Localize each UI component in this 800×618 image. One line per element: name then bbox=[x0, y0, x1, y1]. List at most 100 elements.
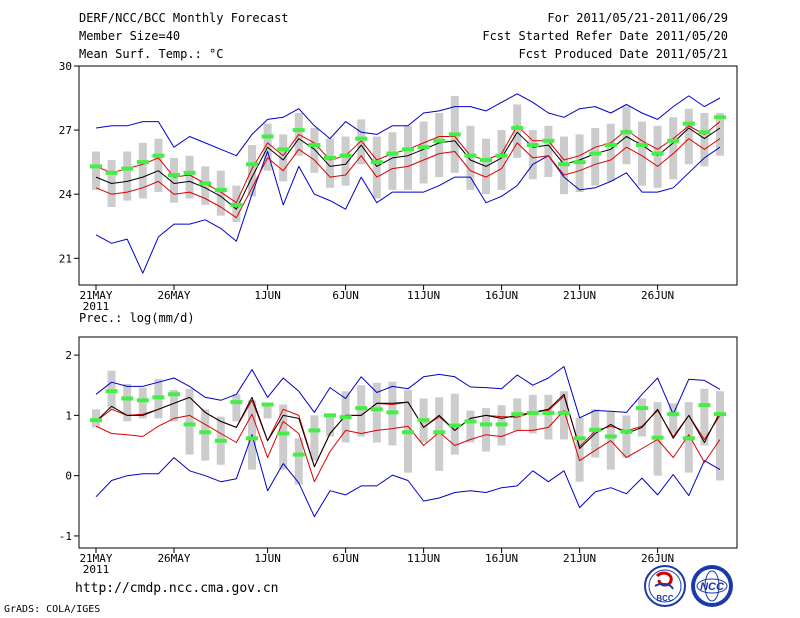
ensemble-box bbox=[170, 157, 178, 203]
svg-text:BCC: BCC bbox=[656, 594, 674, 603]
ensemble-box bbox=[544, 125, 553, 178]
ensemble-marker bbox=[199, 430, 212, 435]
ensemble-marker bbox=[183, 422, 196, 427]
ensemble-marker bbox=[542, 138, 555, 143]
forecast-started: Fcst Started Refer Date 2011/05/20 bbox=[482, 29, 728, 43]
ensemble-box bbox=[684, 108, 693, 165]
ensemble-marker bbox=[261, 402, 274, 407]
ensemble-box bbox=[294, 438, 303, 485]
ensemble-marker bbox=[573, 436, 586, 441]
ensemble-marker bbox=[324, 155, 336, 160]
ensemble-box bbox=[388, 132, 397, 190]
ensemble-box bbox=[372, 136, 381, 199]
precip-label: Prec.: log(mm/d) bbox=[79, 311, 195, 325]
ensemble-box bbox=[326, 415, 334, 437]
ensemble-marker bbox=[651, 151, 664, 156]
ensemble-box bbox=[248, 145, 256, 197]
ensemble-marker bbox=[714, 115, 726, 120]
ensemble-marker bbox=[324, 413, 336, 418]
ensemble-box bbox=[154, 138, 163, 193]
ensemble-box bbox=[638, 121, 646, 186]
ensemble-marker bbox=[370, 160, 383, 165]
ensemble-marker bbox=[604, 143, 617, 148]
x-tick-label: 21JUN bbox=[563, 552, 596, 565]
ensemble-box bbox=[575, 417, 584, 482]
ensemble-box bbox=[279, 404, 288, 470]
x-tick-label: 6JUN bbox=[332, 289, 359, 302]
ensemble-box bbox=[622, 415, 631, 458]
ensemble-marker bbox=[651, 435, 664, 440]
ensemble-box bbox=[513, 104, 522, 158]
ensemble-marker bbox=[511, 125, 524, 130]
ensemble-marker bbox=[152, 153, 165, 158]
y-tick-label: -1 bbox=[59, 530, 72, 543]
ensemble-marker bbox=[558, 162, 570, 167]
ensemble-marker bbox=[698, 403, 711, 408]
ncc-logo: NCC bbox=[691, 565, 733, 607]
x-tick-label: 21MAY bbox=[79, 552, 112, 565]
ensemble-marker bbox=[480, 158, 492, 163]
ensemble-box bbox=[185, 155, 194, 199]
ensemble-box bbox=[138, 142, 147, 199]
ensemble-marker bbox=[464, 153, 477, 158]
ensemble-box bbox=[232, 394, 241, 422]
x-tick-label: 16JUN bbox=[485, 289, 518, 302]
ensemble-marker bbox=[495, 153, 508, 158]
ensemble-box bbox=[216, 170, 225, 216]
x-tick-year: 2011 bbox=[83, 563, 110, 576]
ensemble-box bbox=[700, 113, 709, 167]
ensemble-marker bbox=[417, 418, 430, 423]
ensemble-marker bbox=[308, 428, 321, 433]
ensemble-marker bbox=[105, 389, 118, 394]
y-tick-label: 1 bbox=[65, 409, 72, 422]
ensemble-marker bbox=[230, 202, 243, 207]
upper-bound-line bbox=[95, 93, 721, 157]
ensemble-box bbox=[357, 385, 366, 437]
plot-frame bbox=[78, 65, 738, 286]
y-tick-label: 30 bbox=[59, 60, 72, 73]
ensemble-box bbox=[497, 130, 506, 190]
ensemble-box bbox=[279, 134, 288, 182]
ensemble-box bbox=[653, 125, 662, 188]
ensemble-marker bbox=[714, 412, 726, 417]
lower-bound-line bbox=[95, 434, 721, 518]
x-tick-label: 1JUN bbox=[254, 552, 281, 565]
ensemble-marker bbox=[370, 407, 383, 412]
ensemble-marker bbox=[542, 410, 555, 415]
ensemble-box bbox=[622, 106, 631, 165]
ensemble-marker bbox=[214, 438, 227, 443]
ensemble-marker bbox=[246, 436, 258, 441]
lower-bound-line bbox=[95, 146, 721, 274]
ensemble-box bbox=[669, 403, 678, 434]
ensemble-box bbox=[669, 117, 678, 180]
x-tick-label: 16JUN bbox=[485, 552, 518, 565]
ensemble-box bbox=[201, 166, 210, 205]
ensemble-box bbox=[341, 136, 350, 186]
ensemble-marker bbox=[698, 130, 711, 135]
ensemble-marker bbox=[121, 396, 134, 401]
ensemble-box bbox=[123, 384, 132, 422]
ensemble-marker bbox=[121, 166, 134, 171]
ensemble-marker bbox=[261, 134, 274, 139]
ensemble-box bbox=[123, 151, 132, 201]
ensemble-marker bbox=[168, 392, 180, 397]
variable-label: Mean Surf. Temp.: °C bbox=[79, 47, 224, 61]
ensemble-box bbox=[560, 391, 568, 440]
ensemble-marker bbox=[433, 138, 446, 143]
ensemble-marker bbox=[246, 162, 258, 167]
ensemble-box bbox=[357, 119, 366, 165]
ensemble-marker bbox=[604, 434, 617, 439]
ensemble-marker bbox=[667, 412, 680, 417]
ensemble-marker bbox=[448, 423, 461, 428]
ensemble-marker bbox=[136, 160, 149, 165]
ensemble-box bbox=[606, 123, 615, 182]
ensemble-marker bbox=[386, 410, 399, 415]
ensemble-marker bbox=[90, 164, 102, 169]
ensemble-marker bbox=[136, 398, 149, 403]
ensemble-box bbox=[263, 403, 272, 419]
x-tick-label: 1JUN bbox=[254, 289, 281, 302]
ensemble-marker bbox=[355, 136, 368, 141]
forecast-period: For 2011/05/21-2011/06/29 bbox=[547, 11, 728, 25]
ensemble-marker bbox=[433, 430, 446, 435]
